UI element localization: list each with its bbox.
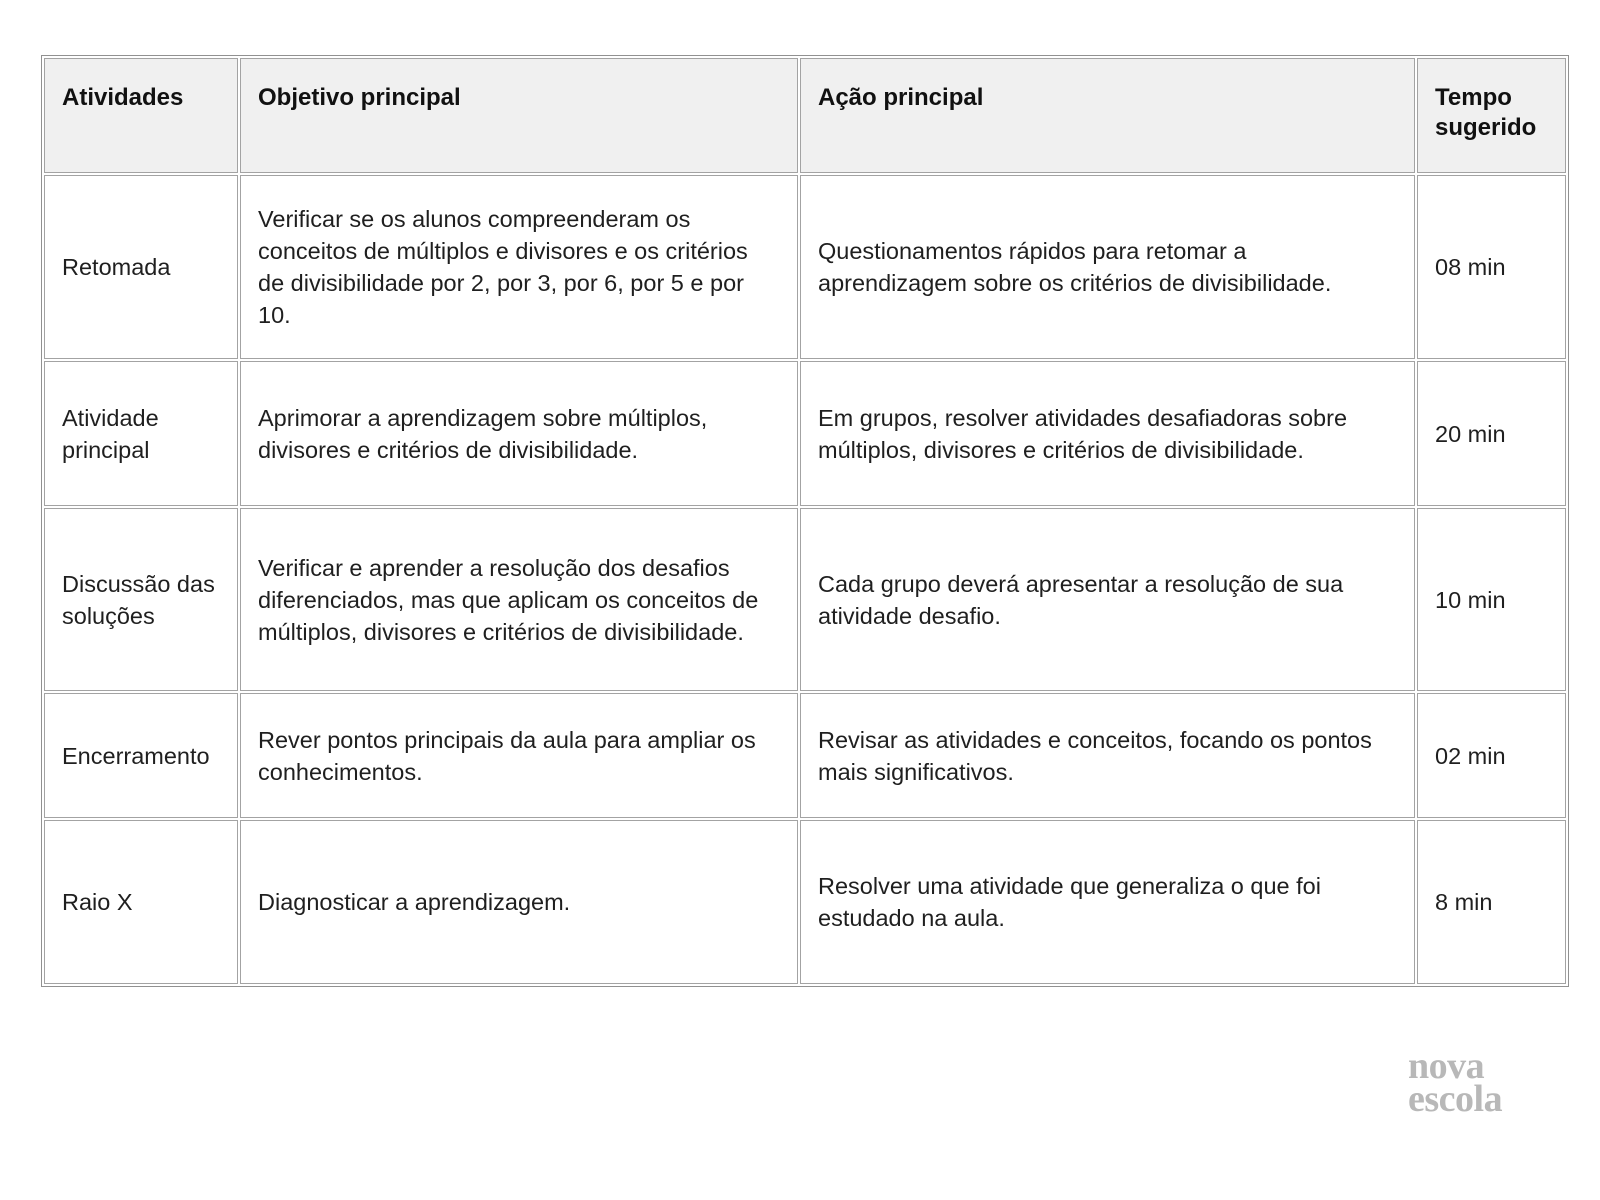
cell-objetivo: Aprimorar a aprendizagem sobre múltiplos…: [240, 361, 798, 506]
column-header-tempo-sugerido: Tempo sugerido: [1417, 58, 1566, 173]
cell-tempo: 08 min: [1417, 175, 1566, 359]
cell-acao: Resolver uma atividade que generaliza o …: [800, 820, 1415, 984]
cell-atividade: Encerramento: [44, 693, 238, 818]
cell-atividade: Raio X: [44, 820, 238, 984]
cell-tempo: 8 min: [1417, 820, 1566, 984]
lesson-plan-table: Atividades Objetivo principal Ação princ…: [41, 55, 1569, 987]
logo-line-escola: escola: [1408, 1078, 1503, 1120]
column-header-objetivo-principal: Objetivo principal: [240, 58, 798, 173]
cell-tempo: 10 min: [1417, 508, 1566, 691]
cell-objetivo: Rever pontos principais da aula para amp…: [240, 693, 798, 818]
table-row-encerramento: Encerramento Rever pontos principais da …: [44, 693, 1566, 818]
cell-objetivo: Verificar se os alunos compreenderam os …: [240, 175, 798, 359]
nova-escola-logo: nova escola: [1408, 1045, 1503, 1120]
logo-line-nova: nova: [1408, 1045, 1485, 1087]
table-row-discussao-das-solucoes: Discussão das soluções Verificar e apren…: [44, 508, 1566, 691]
cell-tempo: 20 min: [1417, 361, 1566, 506]
cell-acao: Questionamentos rápidos para retomar a a…: [800, 175, 1415, 359]
cell-acao: Revisar as atividades e conceitos, focan…: [800, 693, 1415, 818]
table-row-atividade-principal: Atividade principal Aprimorar a aprendiz…: [44, 361, 1566, 506]
cell-objetivo: Diagnosticar a aprendizagem.: [240, 820, 798, 984]
cell-atividade: Retomada: [44, 175, 238, 359]
cell-acao: Em grupos, resolver atividades desafiado…: [800, 361, 1415, 506]
column-header-atividades: Atividades: [44, 58, 238, 173]
cell-acao: Cada grupo deverá apresentar a resolução…: [800, 508, 1415, 691]
column-header-acao-principal: Ação principal: [800, 58, 1415, 173]
header-row: Atividades Objetivo principal Ação princ…: [44, 58, 1566, 173]
table-row-retomada: Retomada Verificar se os alunos compreen…: [44, 175, 1566, 359]
cell-objetivo: Verificar e aprender a resolução dos des…: [240, 508, 798, 691]
cell-atividade: Discussão das soluções: [44, 508, 238, 691]
table-row-raio-x: Raio X Diagnosticar a aprendizagem. Reso…: [44, 820, 1566, 984]
cell-atividade: Atividade principal: [44, 361, 238, 506]
cell-tempo: 02 min: [1417, 693, 1566, 818]
